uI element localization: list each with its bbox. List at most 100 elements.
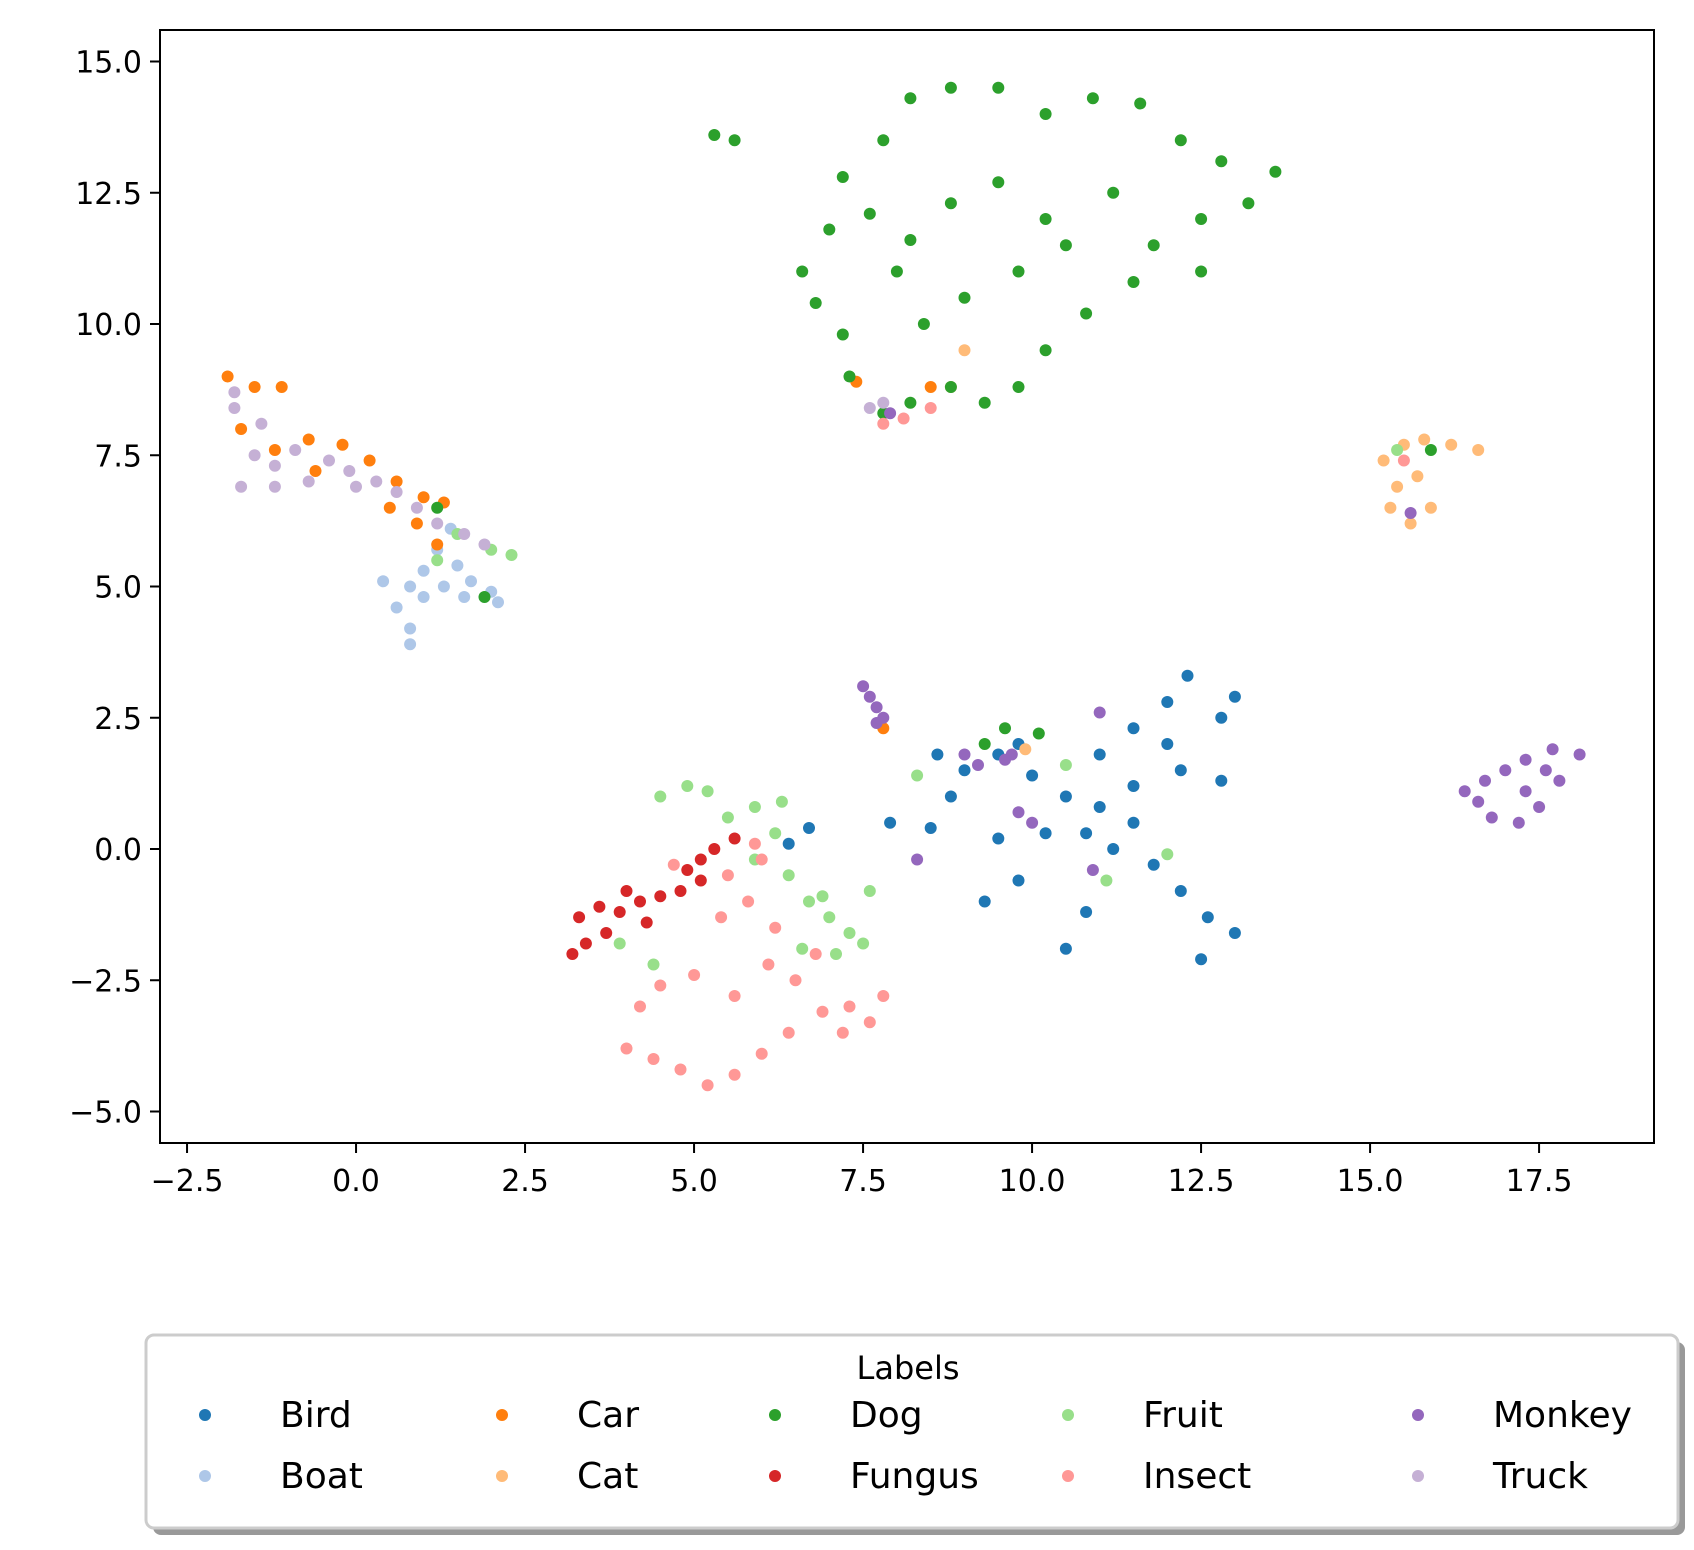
point-dog	[1039, 344, 1052, 357]
legend-label-insect: Insect	[1143, 1456, 1251, 1497]
point-dog	[1107, 186, 1120, 199]
point-insect	[877, 417, 890, 430]
point-dog	[478, 591, 491, 603]
legend-label-fruit: Fruit	[1143, 1395, 1223, 1436]
point-fruit	[681, 780, 694, 792]
point-dog	[1012, 381, 1025, 393]
point-dog	[1195, 265, 1208, 278]
point-monkey	[857, 680, 870, 693]
point-truck	[255, 417, 268, 430]
x-tick-label: 17.5	[1506, 1164, 1573, 1199]
point-bird	[1201, 911, 1214, 924]
point-insect	[863, 1016, 876, 1029]
point-fruit	[701, 785, 714, 798]
point-dog	[843, 370, 856, 383]
point-car	[268, 444, 281, 456]
point-fruit	[775, 795, 788, 808]
point-fruit	[796, 942, 809, 955]
point-fungus	[681, 864, 694, 876]
point-cat	[1418, 433, 1431, 446]
point-monkey	[1458, 785, 1471, 798]
point-fruit	[816, 890, 829, 903]
point-truck	[478, 538, 491, 551]
point-truck	[228, 386, 241, 399]
point-dog	[1215, 155, 1228, 168]
point-dog	[1134, 97, 1147, 110]
point-monkey	[1026, 816, 1039, 829]
point-insect	[620, 1042, 633, 1055]
point-cat	[1411, 470, 1424, 483]
point-monkey	[1512, 816, 1525, 829]
point-boat	[404, 622, 417, 635]
point-dog	[1424, 444, 1437, 456]
point-fruit	[647, 958, 660, 971]
points-layer	[221, 81, 1586, 1092]
series-boat	[377, 522, 504, 651]
point-monkey	[1573, 748, 1586, 761]
legend-label-cat: Cat	[577, 1456, 638, 1497]
point-dog	[708, 129, 721, 141]
point-bird	[1215, 774, 1228, 787]
point-insect	[748, 837, 761, 850]
point-fruit	[803, 895, 815, 908]
point-bird	[1093, 748, 1106, 761]
point-dog	[1242, 197, 1255, 210]
point-dog	[999, 722, 1011, 735]
point-bird	[1174, 885, 1187, 897]
point-bird	[1080, 906, 1093, 918]
point-cat	[1377, 454, 1390, 467]
point-bird	[1039, 827, 1052, 840]
point-bird	[1107, 843, 1120, 855]
y-axis: −5.0 −2.5 0.0 2.5 5.0 7.5 10.0 12.5 15.0	[69, 46, 160, 1131]
point-monkey	[1093, 706, 1106, 719]
point-bird	[1228, 690, 1241, 703]
point-truck	[302, 475, 315, 488]
point-boat	[492, 596, 504, 609]
legend-marker-insect	[1062, 1470, 1074, 1482]
point-bird	[782, 837, 795, 850]
point-truck	[268, 480, 281, 493]
point-cat	[1384, 501, 1397, 514]
legend-label-bird: Bird	[280, 1395, 352, 1436]
point-insect	[769, 921, 782, 934]
point-fruit	[911, 769, 924, 782]
point-dog	[1059, 239, 1072, 252]
legend-marker-cat	[496, 1470, 508, 1482]
x-axis: −2.5 0.0 2.5 5.0 7.5 10.0 12.5 15.0 17.5	[151, 1143, 1573, 1199]
point-dog	[978, 738, 991, 750]
point-fungus	[566, 948, 579, 960]
y-tick-label: −2.5	[69, 964, 142, 999]
point-dog	[890, 265, 903, 278]
x-tick-label: 7.5	[839, 1164, 887, 1199]
point-dog	[1147, 239, 1160, 252]
point-insect	[782, 1026, 795, 1039]
legend-box	[144, 1333, 1680, 1530]
point-fungus	[600, 927, 613, 939]
point-car	[336, 438, 349, 451]
point-car	[309, 465, 322, 477]
legend-label-car: Car	[577, 1395, 639, 1436]
point-insect	[667, 858, 680, 871]
point-dog	[1269, 165, 1282, 178]
point-cat	[1472, 444, 1485, 456]
point-bird	[992, 832, 1005, 845]
point-fruit	[1391, 444, 1404, 456]
point-fungus	[573, 911, 586, 924]
point-fungus	[634, 895, 646, 908]
point-bird	[1174, 764, 1187, 777]
point-insect	[843, 1000, 856, 1013]
point-fungus	[654, 890, 667, 903]
point-truck	[863, 402, 876, 414]
point-fungus	[640, 916, 653, 929]
point-monkey	[1519, 785, 1532, 798]
point-fruit	[505, 549, 518, 561]
legend-label-monkey: Monkey	[1493, 1395, 1632, 1436]
point-truck	[235, 480, 248, 493]
point-dog	[1032, 727, 1045, 740]
point-dog	[944, 197, 957, 210]
x-tick-label: 2.5	[501, 1164, 549, 1199]
point-dog	[978, 396, 991, 409]
point-bird	[1127, 722, 1140, 735]
legend-marker-bird	[199, 1409, 211, 1421]
